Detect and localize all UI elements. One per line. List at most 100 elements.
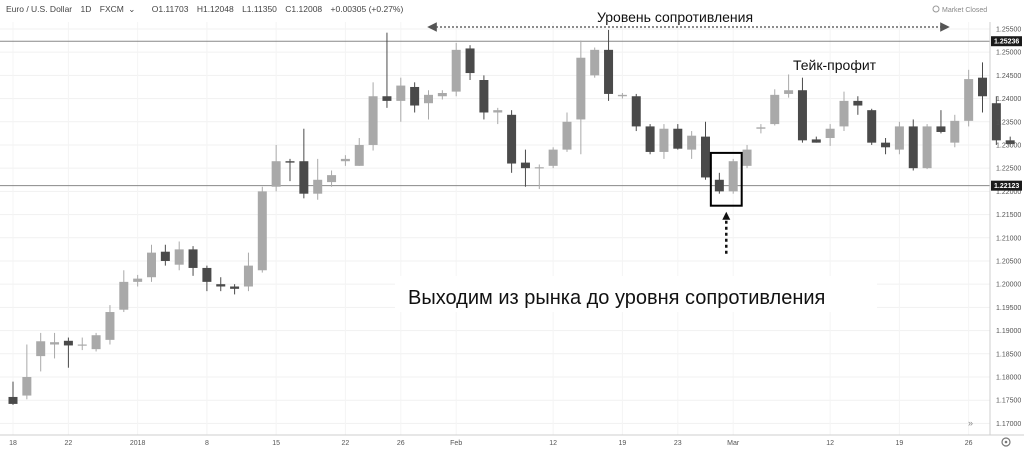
exit-label-background — [395, 276, 877, 312]
candle — [77, 337, 87, 351]
candle — [507, 110, 517, 173]
candle-body — [424, 94, 433, 104]
y-tick-label: 1.24500 — [996, 73, 1021, 80]
candle-body — [22, 376, 32, 396]
candle-body — [742, 149, 752, 166]
settings-gear-icon[interactable] — [1001, 437, 1011, 447]
x-tick-label: 26 — [965, 440, 973, 447]
candle — [590, 47, 600, 78]
candle — [257, 186, 267, 273]
candle-body — [687, 135, 697, 150]
price-levels — [0, 40, 990, 187]
candle-body — [534, 167, 544, 169]
x-axis[interactable]: 18 22 2018 8 15 22 26 Feb 12 19 23 Mar 12 19 26 — [9, 440, 973, 447]
candle — [160, 244, 170, 266]
y-tick-label: 1.17000 — [996, 421, 1021, 428]
candle — [327, 170, 337, 187]
candle — [548, 147, 558, 169]
candle-body — [1005, 140, 1015, 145]
candle — [105, 305, 115, 345]
candle-body — [894, 126, 904, 150]
candle-body — [202, 267, 212, 282]
y-axis[interactable]: 1.25500 1.25000 1.24500 1.24000 1.23500 1.230… — [996, 26, 1021, 427]
candle-body — [548, 149, 558, 166]
y-tick-label: 1.20500 — [996, 258, 1021, 265]
chevron-down-icon[interactable]: ⌄ — [128, 4, 135, 14]
candle — [562, 112, 572, 152]
candle — [243, 252, 253, 292]
candle — [133, 274, 143, 287]
candle — [811, 136, 821, 143]
candle-body — [604, 49, 614, 94]
candle — [756, 124, 766, 134]
y-tick-label: 1.24000 — [996, 96, 1021, 103]
candle — [853, 96, 863, 115]
candle-body — [119, 281, 129, 310]
take-profit-label: Тейк-профит — [793, 57, 877, 73]
candle-body — [825, 128, 835, 139]
candle-body — [354, 144, 364, 166]
svg-text:Euro / U.S. Dollar 1D: Euro / U.S. Dollar 1D FXCM ⌄ O1.11703 H1… — [6, 4, 403, 14]
data-source: FXCM — [100, 4, 124, 14]
chart-header: Euro / U.S. Dollar 1D FXCM ⌄ O1.11703 H1… — [6, 4, 987, 14]
candle — [867, 108, 877, 145]
ohlc-low: L1.11350 — [242, 4, 277, 14]
candles — [8, 29, 1015, 405]
candle-body — [188, 249, 198, 268]
candle-body — [216, 284, 226, 287]
candle — [770, 89, 780, 126]
ohlc-open: O1.11703 — [152, 4, 189, 14]
candle-body — [853, 100, 863, 106]
candle-body — [617, 94, 627, 97]
x-tick-label: 23 — [674, 440, 682, 447]
candle — [50, 332, 60, 359]
candle — [147, 244, 156, 282]
candle — [424, 90, 433, 120]
x-tick-label: 26 — [397, 440, 405, 447]
candle-body — [770, 94, 780, 125]
x-tick-label: Mar — [727, 440, 740, 447]
candle — [687, 131, 697, 159]
candle — [188, 246, 198, 276]
exit-label: Выходим из рынка до уровня сопротивления — [408, 287, 825, 309]
candle — [839, 91, 849, 132]
candle — [410, 82, 420, 113]
candle-body — [133, 278, 143, 282]
candle — [881, 138, 891, 155]
candle-body — [396, 85, 406, 101]
timeframe[interactable]: 1D — [81, 4, 92, 14]
candle — [479, 75, 489, 120]
candle-body — [285, 161, 295, 163]
candle-body — [839, 100, 849, 127]
price-level-tag — [991, 36, 1022, 47]
candle — [964, 69, 974, 127]
y-tick-label: 1.23000 — [996, 142, 1021, 149]
candle-body — [964, 79, 974, 121]
candle-body — [50, 342, 60, 345]
y-tick-label: 1.23500 — [996, 119, 1021, 126]
y-tick-label: 1.19000 — [996, 328, 1021, 335]
x-tick-label: 8 — [205, 440, 209, 447]
candle — [936, 110, 946, 134]
x-tick-label: 12 — [549, 440, 557, 447]
candle — [91, 332, 101, 352]
candle — [701, 121, 710, 180]
symbol-name[interactable]: Euro / U.S. Dollar — [6, 4, 72, 14]
candle-body — [313, 179, 323, 194]
candle-body — [91, 335, 101, 350]
scroll-to-end-icon[interactable]: » — [968, 418, 973, 428]
candle-body — [908, 126, 918, 169]
x-tick-label: Feb — [450, 440, 462, 447]
candle-body — [590, 49, 600, 76]
candle — [576, 40, 586, 155]
candle — [368, 82, 378, 151]
price-level-value: 1.22123 — [994, 183, 1019, 190]
candle-body — [479, 80, 489, 113]
candle-body — [105, 312, 115, 340]
x-tick-label: 15 — [272, 440, 280, 447]
y-tick-label: 1.20000 — [996, 282, 1021, 289]
candle — [991, 96, 1001, 145]
y-tick-label: 1.25500 — [996, 26, 1021, 33]
candle — [908, 119, 918, 171]
candle — [1005, 136, 1015, 145]
